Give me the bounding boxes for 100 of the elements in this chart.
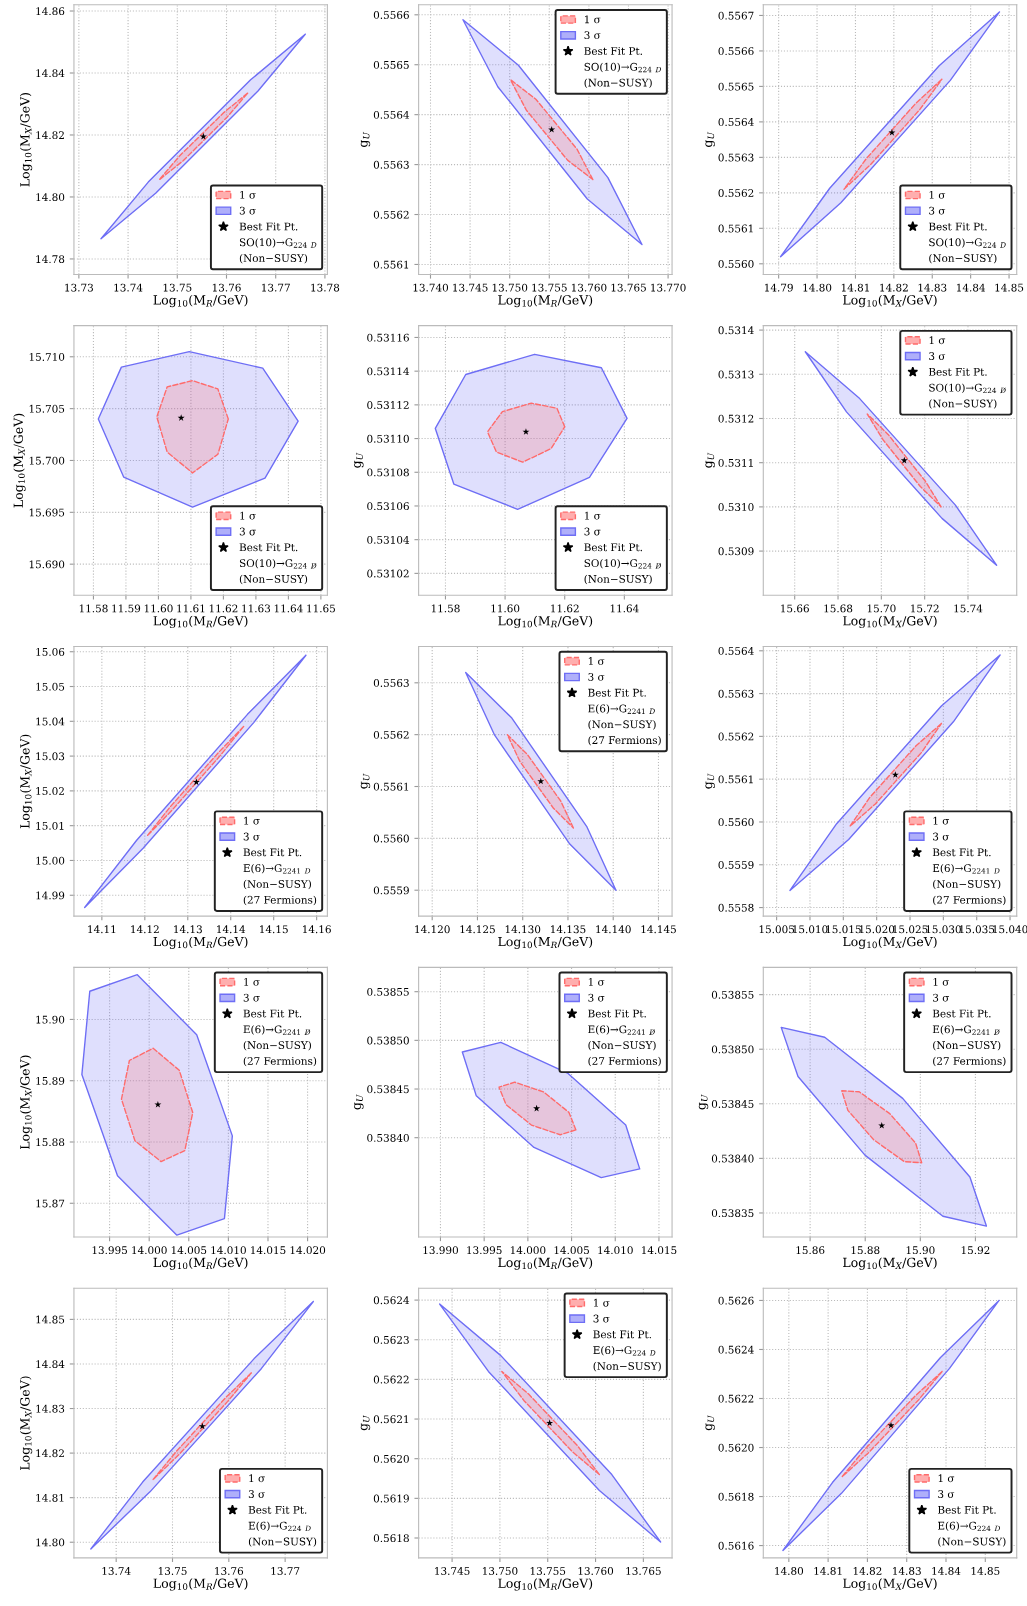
x-tick-label: 14.83 bbox=[918, 283, 947, 292]
x-tick-label: 15.74 bbox=[954, 604, 983, 613]
y-axis-title: g$_{U}$ bbox=[705, 1415, 715, 1431]
annotation: E(6)→G$_{2241 D̸}$ bbox=[932, 1025, 1000, 1035]
y-axis-title: Log$_{10}$(M$_{X}$/GeV) bbox=[19, 1376, 33, 1470]
y-tick-label: 0.5618 bbox=[718, 1492, 754, 1501]
y-tick-label: 0.5616 bbox=[718, 1541, 754, 1550]
legend-label: Best Fit Pt. bbox=[243, 1009, 302, 1018]
legend-label: 3 σ bbox=[588, 993, 605, 1002]
x-tick-label: 14.135 bbox=[551, 925, 586, 934]
y-tick-label: 0.5310 bbox=[718, 503, 754, 511]
legend-label: 3 σ bbox=[584, 527, 601, 536]
y-tick-label: 0.53855 bbox=[367, 987, 409, 996]
y-tick-label: 15.02 bbox=[36, 787, 64, 795]
legend-label: 3 σ bbox=[584, 31, 601, 40]
legend-label: Best Fit Pt. bbox=[588, 1009, 646, 1018]
x-tick-label: 15.72 bbox=[911, 604, 939, 613]
x-tick-label: 14.145 bbox=[641, 925, 676, 934]
y-tick-label: 0.5562 bbox=[718, 732, 754, 741]
annotation: E(6)→G$_{224 D}$ bbox=[938, 1521, 1001, 1532]
x-tick-label: 13.750 bbox=[492, 283, 528, 292]
y-tick-label: 0.5562 bbox=[373, 210, 409, 219]
y-tick-label: 0.53110 bbox=[367, 434, 409, 443]
y-tick-label: 15.06 bbox=[36, 647, 65, 656]
legend-label: 1 σ bbox=[938, 1474, 955, 1483]
y-tick-label: 15.90 bbox=[36, 1015, 65, 1024]
y-tick-label: 15.05 bbox=[36, 682, 65, 691]
y-tick-label: 0.5624 bbox=[718, 1345, 754, 1354]
y-tick-label: 0.5566 bbox=[718, 47, 754, 56]
y-tick-label: 0.5314 bbox=[718, 326, 754, 335]
y-tick-label: 0.5563 bbox=[373, 679, 409, 687]
annotation: (Non−SUSY) bbox=[584, 574, 652, 585]
x-tick-label: 11.61 bbox=[177, 604, 205, 613]
y-tick-label: 0.53855 bbox=[711, 990, 754, 999]
annotation: (27 Fermions) bbox=[588, 735, 661, 746]
legend-label: 1 σ bbox=[933, 977, 950, 986]
y-tick-label: 14.99 bbox=[36, 891, 65, 900]
y-axis-title: g$_{U}$ bbox=[354, 1094, 364, 1110]
annotation: E(6)→G$_{224 D}$ bbox=[593, 1346, 656, 1356]
x-tick-label: 14.81 bbox=[841, 283, 869, 292]
y-tick-label: 0.5559 bbox=[718, 861, 754, 869]
x-tick-label: 14.120 bbox=[415, 925, 450, 934]
annotation: (Non−SUSY) bbox=[929, 253, 997, 264]
x-tick-label: 14.140 bbox=[596, 925, 631, 934]
legend-label: Best Fit Pt. bbox=[928, 367, 987, 376]
legend-label: 3 σ bbox=[593, 1314, 610, 1323]
x-tick-label: 13.740 bbox=[413, 283, 449, 292]
x-tick-label: 15.90 bbox=[906, 1246, 935, 1255]
y-tick-label: 15.88 bbox=[36, 1138, 65, 1147]
x-tick-label: 15.92 bbox=[961, 1246, 990, 1255]
x-tick-label: 15.030 bbox=[926, 925, 961, 934]
x-tick-label: 11.64 bbox=[274, 604, 303, 613]
y-tick-label: 14.85 bbox=[36, 1315, 65, 1324]
y-tick-label: 0.5309 bbox=[718, 547, 754, 556]
y-tick-label: 0.5565 bbox=[373, 60, 409, 69]
annotation: (Non−SUSY) bbox=[239, 574, 308, 585]
legend-label: 1 σ bbox=[933, 816, 950, 825]
annotation: (Non−SUSY) bbox=[933, 879, 1001, 890]
y-tick-label: 0.5564 bbox=[718, 118, 754, 126]
legend-label: 3 σ bbox=[239, 527, 256, 536]
legend-label: 3 σ bbox=[933, 993, 950, 1002]
x-tick-label: 13.77 bbox=[271, 1567, 300, 1575]
x-tick-label: 14.13 bbox=[174, 925, 202, 934]
y-tick-label: 15.04 bbox=[36, 717, 65, 726]
y-tick-label: 14.83 bbox=[36, 1404, 65, 1413]
x-tick-label: 14.010 bbox=[211, 1246, 246, 1255]
x-axis-title: Log$_{10}$(M$_{R}$/GeV) bbox=[153, 294, 248, 308]
y-tick-label: 0.5618 bbox=[373, 1534, 409, 1543]
x-tick-label: 14.020 bbox=[290, 1246, 326, 1255]
y-tick-label: 0.5620 bbox=[718, 1443, 754, 1452]
y-tick-label: 0.53106 bbox=[367, 502, 409, 511]
x-tick-label: 11.63 bbox=[242, 604, 271, 613]
y-tick-label: 0.5566 bbox=[373, 11, 409, 19]
x-tick-label: 15.040 bbox=[993, 925, 1027, 934]
legend-label: 3 σ bbox=[929, 352, 946, 360]
x-axis-title: Log$_{10}$(M$_{R}$/GeV) bbox=[153, 1578, 248, 1591]
legend-label: 1 σ bbox=[244, 816, 260, 825]
legend-label: 1 σ bbox=[584, 15, 601, 24]
y-tick-label: 0.5559 bbox=[373, 886, 409, 895]
annotation: (Non−SUSY) bbox=[933, 1041, 1001, 1051]
y-tick-label: 15.710 bbox=[29, 353, 65, 361]
legend-label: Best Fit Pt. bbox=[239, 222, 298, 231]
y-tick-label: 0.5561 bbox=[718, 224, 753, 233]
x-tick-label: 14.14 bbox=[217, 925, 246, 934]
x-tick-label: 13.760 bbox=[578, 1567, 614, 1575]
y-tick-label: 0.5563 bbox=[718, 153, 754, 162]
x-tick-label: 15.88 bbox=[851, 1246, 880, 1255]
x-tick-label: 13.995 bbox=[467, 1246, 502, 1255]
x-tick-label: 13.755 bbox=[532, 283, 567, 292]
annotation: (27 Fermions) bbox=[243, 1056, 317, 1067]
legend-label: Best Fit Pt. bbox=[584, 543, 642, 552]
y-axis-title: g$_{U}$ bbox=[705, 131, 715, 147]
y-tick-label: 15.690 bbox=[29, 560, 65, 569]
x-tick-label: 13.73 bbox=[65, 283, 93, 292]
x-axis-title: Log$_{10}$(M$_{R}$/GeV) bbox=[498, 936, 593, 949]
x-tick-label: 14.81 bbox=[814, 1567, 842, 1575]
y-tick-label: 15.89 bbox=[36, 1076, 65, 1085]
y-tick-label: 14.81 bbox=[36, 1493, 64, 1502]
legend-label: 3 σ bbox=[938, 1490, 955, 1498]
y-tick-label: 0.53835 bbox=[711, 1209, 754, 1218]
